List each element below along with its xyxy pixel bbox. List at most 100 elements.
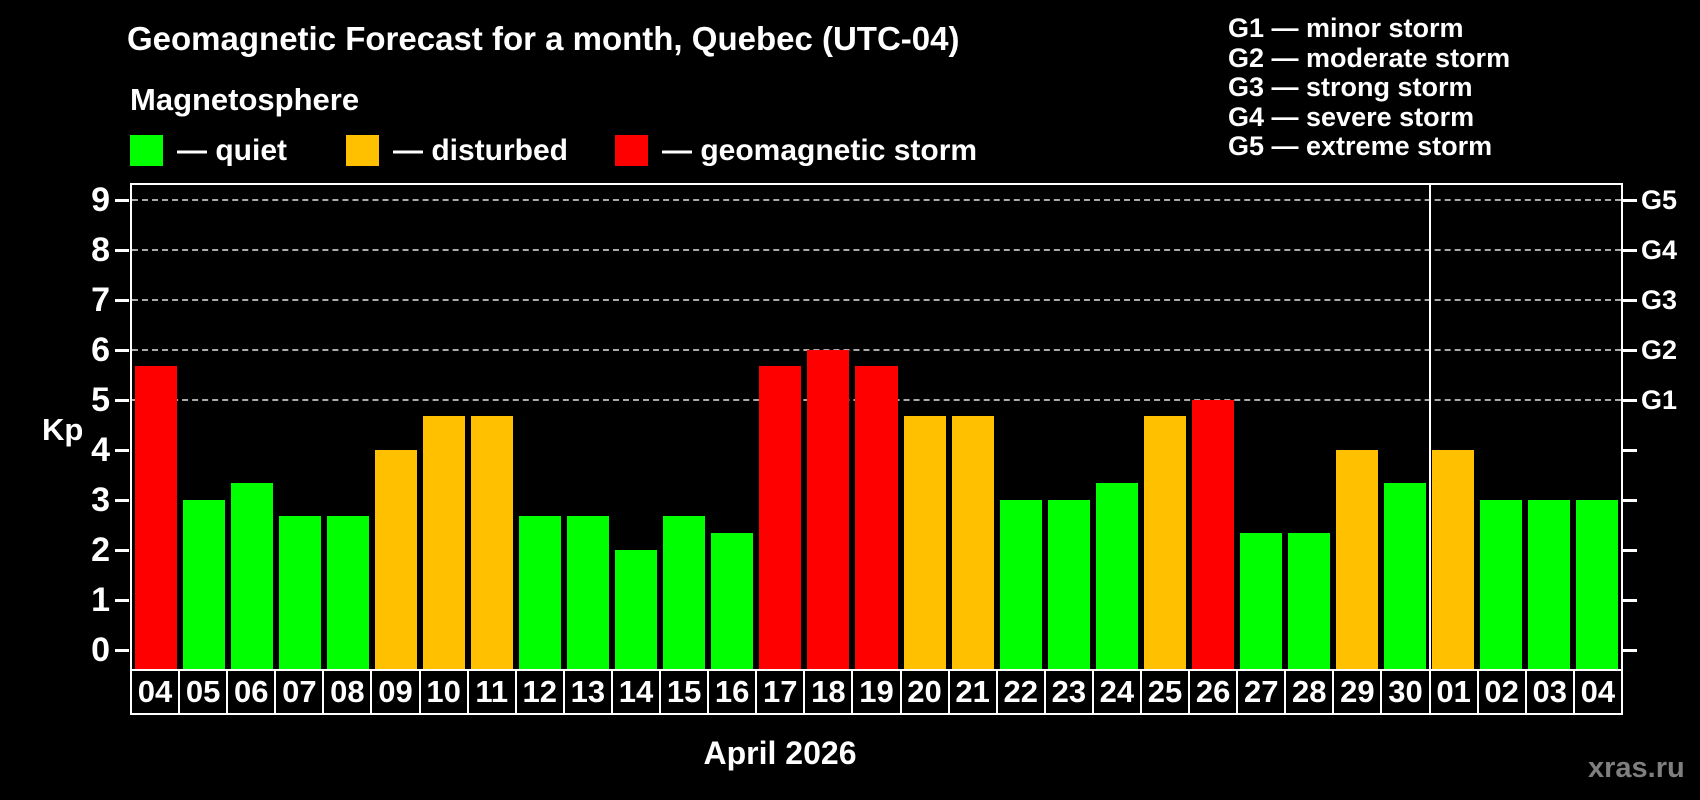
kp-bar-day-06 (231, 483, 274, 669)
kp-bar-day-26 (1191, 400, 1234, 669)
day-label-cell-17: 17 (755, 669, 806, 715)
kp-bar-day-11 (471, 416, 514, 669)
kp-bar-day-02 (1479, 500, 1522, 669)
bar-column-day-22 (997, 185, 1045, 669)
bar-column-day-19 (852, 185, 900, 669)
legend-item-storm: — geomagnetic storm (615, 135, 977, 166)
day-label-cell-30: 30 (1380, 669, 1431, 715)
bar-column-day-18 (804, 185, 852, 669)
y-tick-left-1 (115, 599, 129, 602)
day-label-cell-18: 18 (803, 669, 854, 715)
y-axis-label-0: 0 (91, 631, 110, 669)
bar-column-day-05 (180, 185, 228, 669)
kp-bar-day-18 (807, 350, 850, 669)
day-label-cell-21: 21 (947, 669, 998, 715)
bar-column-day-28 (1285, 185, 1333, 669)
legend-swatch-storm (615, 135, 648, 166)
y-tick-right-4 (1623, 449, 1637, 452)
legend-label-quiet: — quiet (177, 134, 287, 167)
y-tick-right-2 (1623, 549, 1637, 552)
y-axis-label-4: 4 (91, 431, 110, 469)
x-axis-title: April 2026 (703, 735, 857, 771)
bar-column-day-24 (1093, 185, 1141, 669)
kp-bar-day-27 (1239, 533, 1282, 669)
day-label-cell-28: 28 (1284, 669, 1335, 715)
day-label-cell-09: 09 (370, 669, 421, 715)
kp-bar-day-03 (1527, 500, 1570, 669)
bar-column-day-17 (756, 185, 804, 669)
g-scale-label-G1: G1 (1641, 385, 1678, 415)
day-label-cell-20: 20 (899, 669, 950, 715)
y-tick-left-8 (115, 249, 129, 252)
bar-column-day-01 (1429, 185, 1477, 669)
bar-column-day-02 (1477, 185, 1525, 669)
day-label-cell-29: 29 (1332, 669, 1383, 715)
y-axis-label-5: 5 (91, 381, 110, 419)
bar-column-day-03 (1525, 185, 1573, 669)
bar-column-day-20 (901, 185, 949, 669)
day-label-cell-04: 04 (130, 669, 181, 715)
day-label-cell-13: 13 (562, 669, 613, 715)
legend-swatch-quiet (130, 135, 163, 166)
y-tick-left-2 (115, 549, 129, 552)
storm-scale-legend: G1 — minor storm G2 — moderate storm G3 — … (1228, 13, 1511, 162)
y-axis-label-3: 3 (91, 481, 110, 519)
bar-column-day-16 (708, 185, 756, 669)
kp-bar-day-24 (1095, 483, 1138, 669)
y-axis-label-9: 9 (91, 181, 110, 219)
day-label-cell-19: 19 (851, 669, 902, 715)
day-label-cell-06: 06 (226, 669, 277, 715)
kp-bar-day-23 (1047, 500, 1090, 669)
y-tick-right-6 (1623, 349, 1637, 352)
kp-bar-day-09 (375, 450, 418, 669)
day-label-cell-23: 23 (1043, 669, 1094, 715)
kp-bar-day-04 (1575, 500, 1618, 669)
legend-label-disturbed: — disturbed (393, 134, 569, 167)
y-tick-left-6 (115, 349, 129, 352)
y-tick-right-5 (1623, 399, 1637, 402)
y-axis-title: Kp (42, 412, 84, 447)
kp-bar-day-12 (519, 516, 562, 669)
legend-label-storm: — geomagnetic storm (662, 134, 978, 167)
y-tick-right-7 (1623, 299, 1637, 302)
g-scale-label-G4: G4 (1641, 235, 1678, 265)
day-label-cell-11: 11 (466, 669, 517, 715)
kp-bar-day-28 (1287, 533, 1330, 669)
storm-scale-item: G3 — strong storm (1228, 72, 1473, 102)
y-axis-label-1: 1 (91, 581, 110, 619)
storm-scale-item: G1 — minor storm (1228, 13, 1464, 43)
bar-column-day-21 (949, 185, 997, 669)
grid-line-kp6 (132, 349, 1621, 351)
storm-scale-item: G2 — moderate storm (1228, 42, 1511, 73)
day-label-cell-12: 12 (514, 669, 565, 715)
day-label-row: 04 05 06 07 08 09 10 11 12 13 14 15 16 17 18 19 20 21 22 23… (130, 669, 1623, 715)
bar-column-day-08 (324, 185, 372, 669)
kp-bar-day-25 (1143, 416, 1186, 669)
bar-column-day-12 (516, 185, 564, 669)
kp-bar-day-17 (759, 366, 802, 669)
y-tick-right-9 (1623, 199, 1637, 202)
bars-container (132, 185, 1621, 669)
kp-bar-day-08 (327, 516, 370, 669)
g-scale-label-G5: G5 (1641, 185, 1678, 215)
y-tick-left-5 (115, 399, 129, 402)
kp-bar-day-10 (423, 416, 466, 669)
kp-bar-day-29 (1335, 450, 1378, 669)
bar-column-day-09 (372, 185, 420, 669)
legend-swatch-disturbed (346, 135, 379, 166)
day-label-cell-08: 08 (322, 669, 373, 715)
day-label-cell-02: 02 (1476, 669, 1527, 715)
chart-subtitle: Magnetosphere (130, 82, 360, 117)
y-axis-label-6: 6 (91, 331, 110, 369)
kp-bar-day-14 (615, 550, 658, 669)
bar-column-day-30 (1381, 185, 1429, 669)
day-label-cell-24: 24 (1091, 669, 1142, 715)
watermark: xras.ru (1588, 752, 1685, 784)
y-tick-right-1 (1623, 599, 1637, 602)
kp-bar-day-21 (951, 416, 994, 669)
bar-column-day-11 (468, 185, 516, 669)
storm-scale-item: G5 — extreme storm (1228, 131, 1493, 161)
bar-column-day-06 (228, 185, 276, 669)
kp-bar-day-22 (999, 500, 1042, 669)
legend-item-quiet: — quiet (130, 135, 287, 166)
